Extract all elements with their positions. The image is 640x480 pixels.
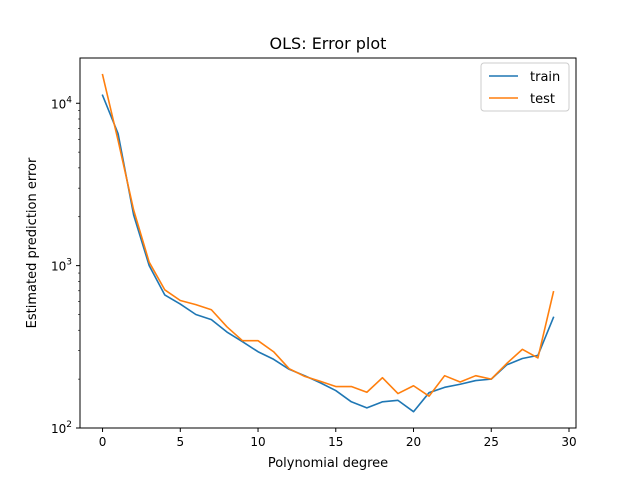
legend: train test bbox=[480, 62, 570, 112]
x-tick-label: 25 bbox=[484, 435, 499, 449]
x-axis-label: Polynomial degree bbox=[268, 456, 388, 471]
legend-label-test: test bbox=[530, 92, 555, 107]
x-tick-label: 20 bbox=[406, 435, 421, 449]
legend-box bbox=[480, 62, 570, 112]
y-axis: 102 103 104 bbox=[51, 95, 80, 436]
y-tick-label: 103 bbox=[51, 258, 72, 274]
legend-label-train: train bbox=[530, 70, 560, 85]
x-tick-label: 5 bbox=[176, 435, 184, 449]
x-tick-label: 15 bbox=[328, 435, 343, 449]
series-line-train bbox=[101, 94, 555, 413]
y-tick-label: 104 bbox=[51, 95, 72, 111]
x-axis: 0 5 10 15 20 25 30 bbox=[99, 428, 577, 449]
chart-title: OLS: Error plot bbox=[270, 34, 387, 53]
x-tick-label: 30 bbox=[561, 435, 576, 449]
axes-frame bbox=[79, 57, 577, 429]
series-layer bbox=[101, 73, 555, 413]
y-axis-label: Estimated prediction error bbox=[25, 157, 40, 328]
plot-area: 0 5 10 15 20 25 30 102 103 104 bbox=[51, 57, 577, 449]
series-line-test bbox=[101, 73, 555, 397]
x-tick-label: 10 bbox=[250, 435, 265, 449]
x-tick-label: 0 bbox=[99, 435, 107, 449]
y-tick-label: 102 bbox=[51, 420, 72, 436]
